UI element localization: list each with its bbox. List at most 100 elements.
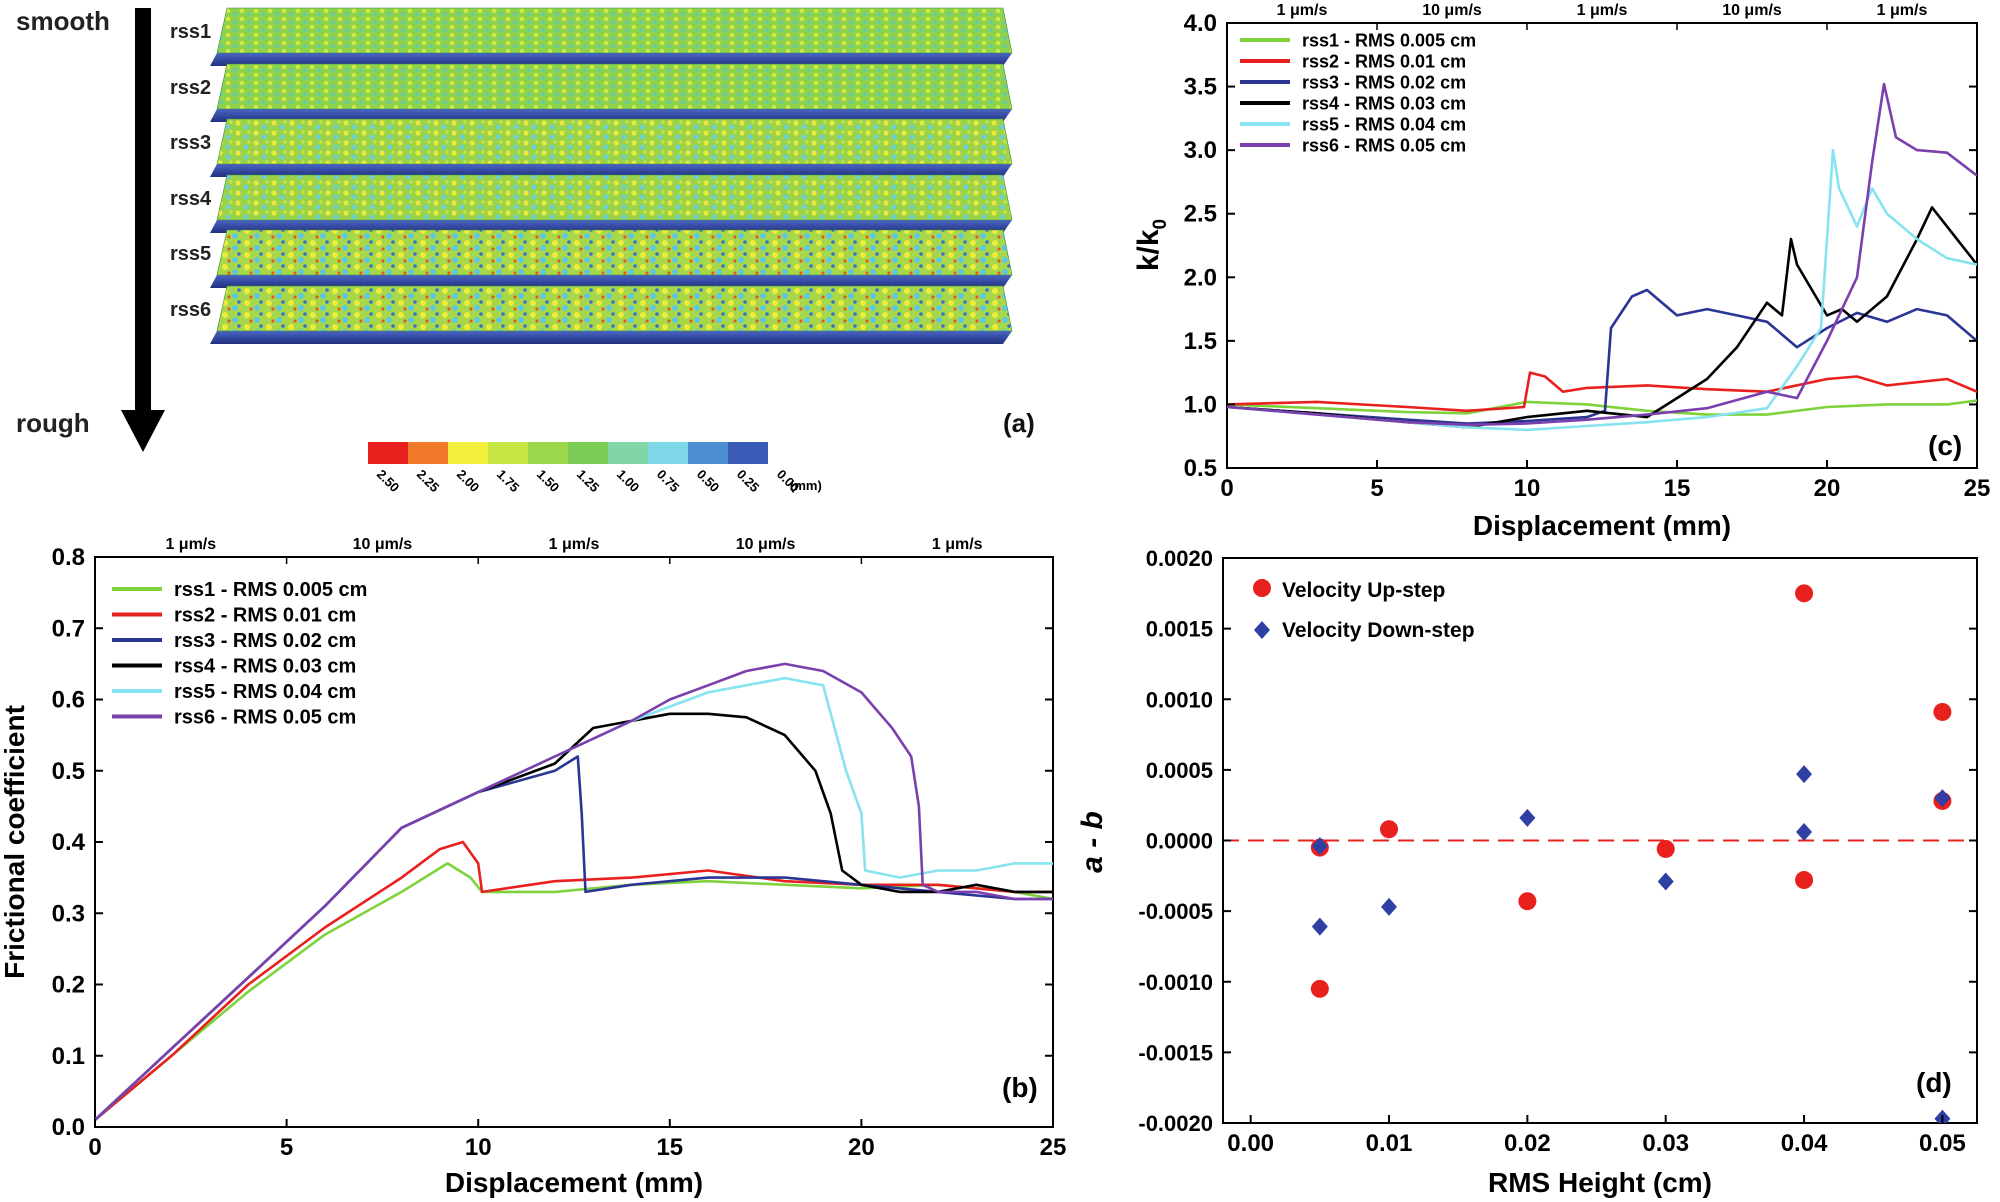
down-step-point xyxy=(1311,837,1328,856)
legend-swatch-up xyxy=(1253,579,1271,597)
legend-entry: rss1 - RMS 0.005 cm xyxy=(174,579,367,601)
y-tick-label: 0.0 xyxy=(52,1114,85,1141)
colorbar-tick: 1.00 xyxy=(614,467,643,496)
y-tick-label: 1.5 xyxy=(1184,328,1217,355)
y-tick-label: 0.2 xyxy=(52,972,85,999)
panel-a: smooth rough rss1 rss2 rss3 rss4 rss5 rss6 (a… xyxy=(16,6,1035,495)
y-tick-label: 0.5 xyxy=(1184,455,1217,482)
slab-surface xyxy=(216,174,1013,221)
sample-slab-rss6: rss6 xyxy=(170,285,1013,344)
legend-entry: rss5 - RMS 0.04 cm xyxy=(174,681,356,703)
colorbar-tick: 2.25 xyxy=(414,467,443,496)
colorbar-swatch xyxy=(528,442,568,464)
x-axis-label: Displacement (mm) xyxy=(1473,510,1731,541)
colorbar-swatch xyxy=(648,442,688,464)
legend-entry: rss2 - RMS 0.01 cm xyxy=(1302,51,1466,71)
x-tick-label: 25 xyxy=(1040,1134,1067,1161)
colorbar-swatch xyxy=(688,442,728,464)
x-tick-label: 10 xyxy=(465,1134,492,1161)
legend: rss1 - RMS 0.005 cm rss2 - RMS 0.01 cm rss… xyxy=(112,579,367,729)
panel-b-friction-chart: 0 5 10 15 20 25 0.0 0.1 0.2 0.3 0.4 0.5 0.6 0.7 0.8 1 … xyxy=(0,536,1066,1198)
roughness-arrow xyxy=(121,8,165,452)
sample-slab-rss3: rss3 xyxy=(170,118,1013,177)
colorbar-tick: 0.25 xyxy=(734,467,763,496)
up-step-point xyxy=(1656,839,1675,858)
sample-slab-rss2: rss2 xyxy=(170,63,1013,122)
y-tick-label: 1.0 xyxy=(1184,391,1217,418)
y-tick-label: 0.1 xyxy=(52,1043,85,1070)
y-tick-label: -0.0015 xyxy=(1138,1040,1213,1065)
down-step-point xyxy=(1519,808,1536,827)
velocity-annotations: 1 μm/s 10 μm/s 1 μm/s 10 μm/s 1 μm/s xyxy=(1226,2,1978,30)
colorbar-unit: (mm) xyxy=(790,478,822,493)
y-axis-label-main: k/k xyxy=(1132,229,1165,271)
panel-b-label: (b) xyxy=(1002,1072,1038,1103)
velocity-label: 1 μm/s xyxy=(1277,2,1328,19)
colorbar-swatch xyxy=(368,442,408,464)
x-tick-label: 10 xyxy=(1514,475,1541,502)
panel-d-scatter-chart: 0.00 0.01 0.02 0.03 0.04 0.05 -0.0020 -0.0015 -0… xyxy=(1076,546,1978,1198)
sample-label: rss2 xyxy=(170,77,211,99)
legend-entry: rss6 - RMS 0.05 cm xyxy=(1302,135,1466,155)
down-step-point xyxy=(1934,789,1951,808)
panel-a-label: (a) xyxy=(1003,408,1035,438)
x-tick-label: 15 xyxy=(1664,475,1691,502)
colorbar-tick: 1.75 xyxy=(494,467,523,496)
y-tick-label: 0.8 xyxy=(52,544,85,571)
legend-entry: Velocity Up-step xyxy=(1282,579,1445,602)
y-axis-label: Frictional coefficient xyxy=(0,705,30,979)
y-tick-label: 2.0 xyxy=(1184,264,1217,291)
sample-label: rss3 xyxy=(170,132,211,154)
y-tick-label: 0.3 xyxy=(52,900,85,927)
x-tick-label: 20 xyxy=(1814,475,1841,502)
axes: 0 5 10 15 20 25 0.0 0.1 0.2 0.3 0.4 0.5 0.6 0.7 0.8 xyxy=(52,544,1067,1161)
colorbar-swatch xyxy=(728,442,768,464)
down-step-point xyxy=(1311,917,1328,936)
colorbar-swatch xyxy=(408,442,448,464)
colorbar-tick: 0.50 xyxy=(694,467,723,496)
y-tick-label: 0.4 xyxy=(52,829,86,856)
smooth-label: smooth xyxy=(16,6,110,36)
x-tick-label: 0.04 xyxy=(1781,1130,1828,1157)
velocity-label: 1 μm/s xyxy=(1877,2,1928,19)
legend-entry: rss5 - RMS 0.04 cm xyxy=(1302,114,1466,134)
x-tick-label: 5 xyxy=(280,1134,293,1161)
y-tick-label: 0.0005 xyxy=(1146,758,1213,783)
velocity-label: 1 μm/s xyxy=(165,536,216,553)
sample-label: rss4 xyxy=(170,188,212,210)
y-tick-label: 3.5 xyxy=(1184,74,1217,101)
down-step-point xyxy=(1657,872,1674,891)
series-line-rss1 xyxy=(1227,399,1977,416)
panel-d-label: (d) xyxy=(1916,1067,1952,1098)
slab-surface xyxy=(216,118,1013,165)
velocity-annotations: 1 μm/s 10 μm/s 1 μm/s 10 μm/s 1 μm/s xyxy=(94,536,1054,564)
x-axis-label: RMS Height (cm) xyxy=(1488,1167,1712,1198)
velocity-label: 10 μm/s xyxy=(1422,2,1482,19)
colorbar-tick: 1.50 xyxy=(534,467,563,496)
panel-c-stiffness-chart: 0 5 10 15 20 25 0.5 1.0 1.5 2.0 2.5 3.0 3.5 4.0 1 μm/… xyxy=(1132,2,1990,541)
series-line-rss6 xyxy=(95,662,1053,1121)
y-tick-label: 0.7 xyxy=(52,615,85,642)
y-tick-label: 4.0 xyxy=(1184,10,1217,37)
y-axis-label: a - b xyxy=(1076,811,1109,873)
up-step-point xyxy=(1795,584,1814,603)
scatter-points xyxy=(1223,584,1977,1123)
velocity-label: 1 μm/s xyxy=(549,536,600,553)
colorbar-swatch xyxy=(608,442,648,464)
series-lines xyxy=(1227,82,1977,432)
y-tick-label: 0.5 xyxy=(52,758,85,785)
y-tick-label: -0.0010 xyxy=(1138,970,1213,995)
y-tick-label: 2.5 xyxy=(1184,201,1217,228)
series-line-rss4 xyxy=(95,712,1053,1121)
x-tick-label: 20 xyxy=(848,1134,875,1161)
y-tick-label: -0.0020 xyxy=(1138,1111,1213,1136)
panel-c-label: (c) xyxy=(1928,430,1962,461)
slab-base xyxy=(210,331,1012,344)
series-line-rss5 xyxy=(1227,148,1977,432)
series-lines xyxy=(95,662,1053,1121)
legend-entry: rss2 - RMS 0.01 cm xyxy=(174,605,356,627)
y-tick-label: 3.0 xyxy=(1184,137,1217,164)
x-tick-label: 0 xyxy=(1220,475,1233,502)
colorbar: 2.50 2.25 2.00 1.75 1.50 1.25 1.00 0.75 0.50 0.25… xyxy=(368,442,822,495)
